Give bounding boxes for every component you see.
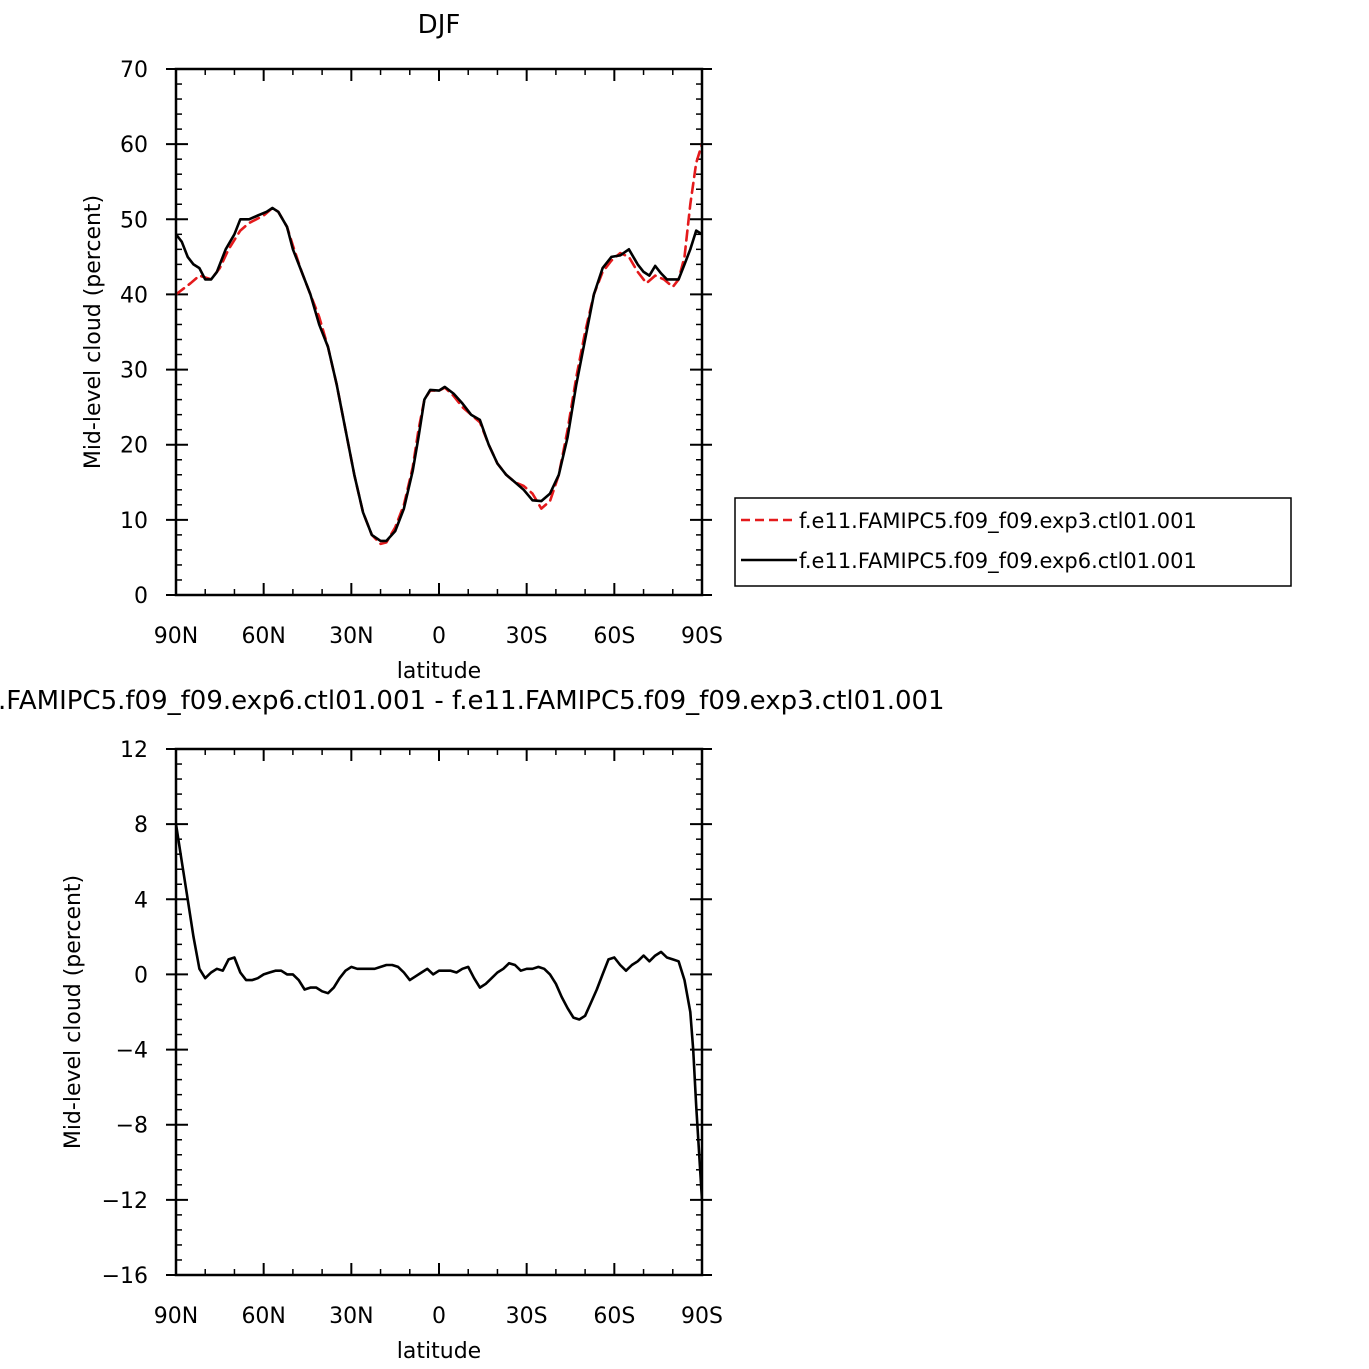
legend-box bbox=[734, 497, 1292, 587]
top-x-tick-label: 30S bbox=[506, 624, 548, 649]
bottom-y-tick-label: 0 bbox=[134, 963, 148, 988]
top-y-tick-label: 70 bbox=[120, 58, 148, 83]
bottom-x-axis-label: latitude bbox=[397, 1339, 481, 1364]
bottom-y-axis-label: Mid-level cloud (percent) bbox=[61, 875, 86, 1149]
bottom-y-tick-label: 8 bbox=[134, 813, 148, 838]
top-tick-labels: 90N 60N 30N 0 30S 60S 90S 0 10 20 30 40 50 60 70 bbox=[120, 58, 723, 649]
top-x-tick-label: 90S bbox=[681, 624, 723, 649]
top-x-axis-label: latitude bbox=[397, 659, 481, 684]
top-chart-title: DJF bbox=[418, 10, 461, 40]
bottom-y-tick-label: −16 bbox=[102, 1264, 148, 1289]
bottom-x-tick-label: 90N bbox=[154, 1304, 198, 1329]
bottom-x-tick-label: 90S bbox=[681, 1304, 723, 1329]
top-x-tick-label: 60N bbox=[241, 624, 285, 649]
top-plot-frame bbox=[174, 67, 704, 597]
bottom-y-tick-label: 12 bbox=[120, 738, 148, 763]
top-tick-marks bbox=[166, 68, 712, 596]
top-series-line-0 bbox=[176, 142, 702, 546]
top-x-tick-label: 30N bbox=[329, 624, 373, 649]
top-y-tick-label: 20 bbox=[120, 434, 148, 459]
bottom-x-tick-label: 60S bbox=[593, 1304, 635, 1329]
legend-label-exp6: f.e11.FAMIPC5.f09_f09.exp6.ctl01.001 bbox=[799, 549, 1197, 574]
bottom-y-tick-label: 4 bbox=[134, 888, 148, 913]
top-x-tick-label: 0 bbox=[432, 624, 446, 649]
legend-label-exp3: f.e11.FAMIPC5.f09_f09.exp3.ctl01.001 bbox=[799, 509, 1197, 534]
bottom-tick-marks bbox=[166, 748, 712, 1276]
bottom-series-line-0 bbox=[176, 822, 702, 1202]
top-x-tick-label: 60S bbox=[593, 624, 635, 649]
bottom-chart-panel: f.e11.FAMIPC5.f09_f09.exp6.ctl01.001 - f… bbox=[0, 686, 945, 1364]
bottom-y-tick-label: −12 bbox=[102, 1189, 148, 1214]
top-x-tick-label: 90N bbox=[154, 624, 198, 649]
bottom-tick-labels: 90N 60N 30N 0 30S 60S 90S −16 −12 −8 −4 0 4 8 12 bbox=[102, 738, 723, 1329]
bottom-x-tick-label: 30N bbox=[329, 1304, 373, 1329]
bottom-x-tick-label: 30S bbox=[506, 1304, 548, 1329]
top-chart-panel: DJF 90N 60N 30N 0 30S 60S 90S 0 10 20 30 40 50 60 70 l… bbox=[81, 10, 1292, 684]
bottom-y-tick-label: −8 bbox=[116, 1114, 148, 1139]
top-y-tick-label: 30 bbox=[120, 359, 148, 384]
top-y-tick-label: 60 bbox=[120, 133, 148, 158]
bottom-chart-title: f.e11.FAMIPC5.f09_f09.exp6.ctl01.001 - f… bbox=[0, 686, 945, 716]
bottom-series-group bbox=[176, 822, 702, 1202]
top-y-axis-label: Mid-level cloud (percent) bbox=[81, 195, 106, 469]
top-y-tick-label: 0 bbox=[134, 584, 148, 609]
bottom-y-tick-label: −4 bbox=[116, 1039, 148, 1064]
legend: f.e11.FAMIPC5.f09_f09.exp3.ctl01.001 f.e… bbox=[734, 497, 1292, 587]
top-y-tick-label: 50 bbox=[120, 208, 148, 233]
top-series-group bbox=[176, 142, 702, 546]
top-y-tick-label: 10 bbox=[120, 509, 148, 534]
bottom-x-tick-label: 0 bbox=[432, 1304, 446, 1329]
bottom-plot-frame bbox=[174, 747, 704, 1277]
top-series-line-1 bbox=[176, 206, 702, 543]
top-y-tick-label: 40 bbox=[120, 283, 148, 308]
bottom-x-tick-label: 60N bbox=[241, 1304, 285, 1329]
